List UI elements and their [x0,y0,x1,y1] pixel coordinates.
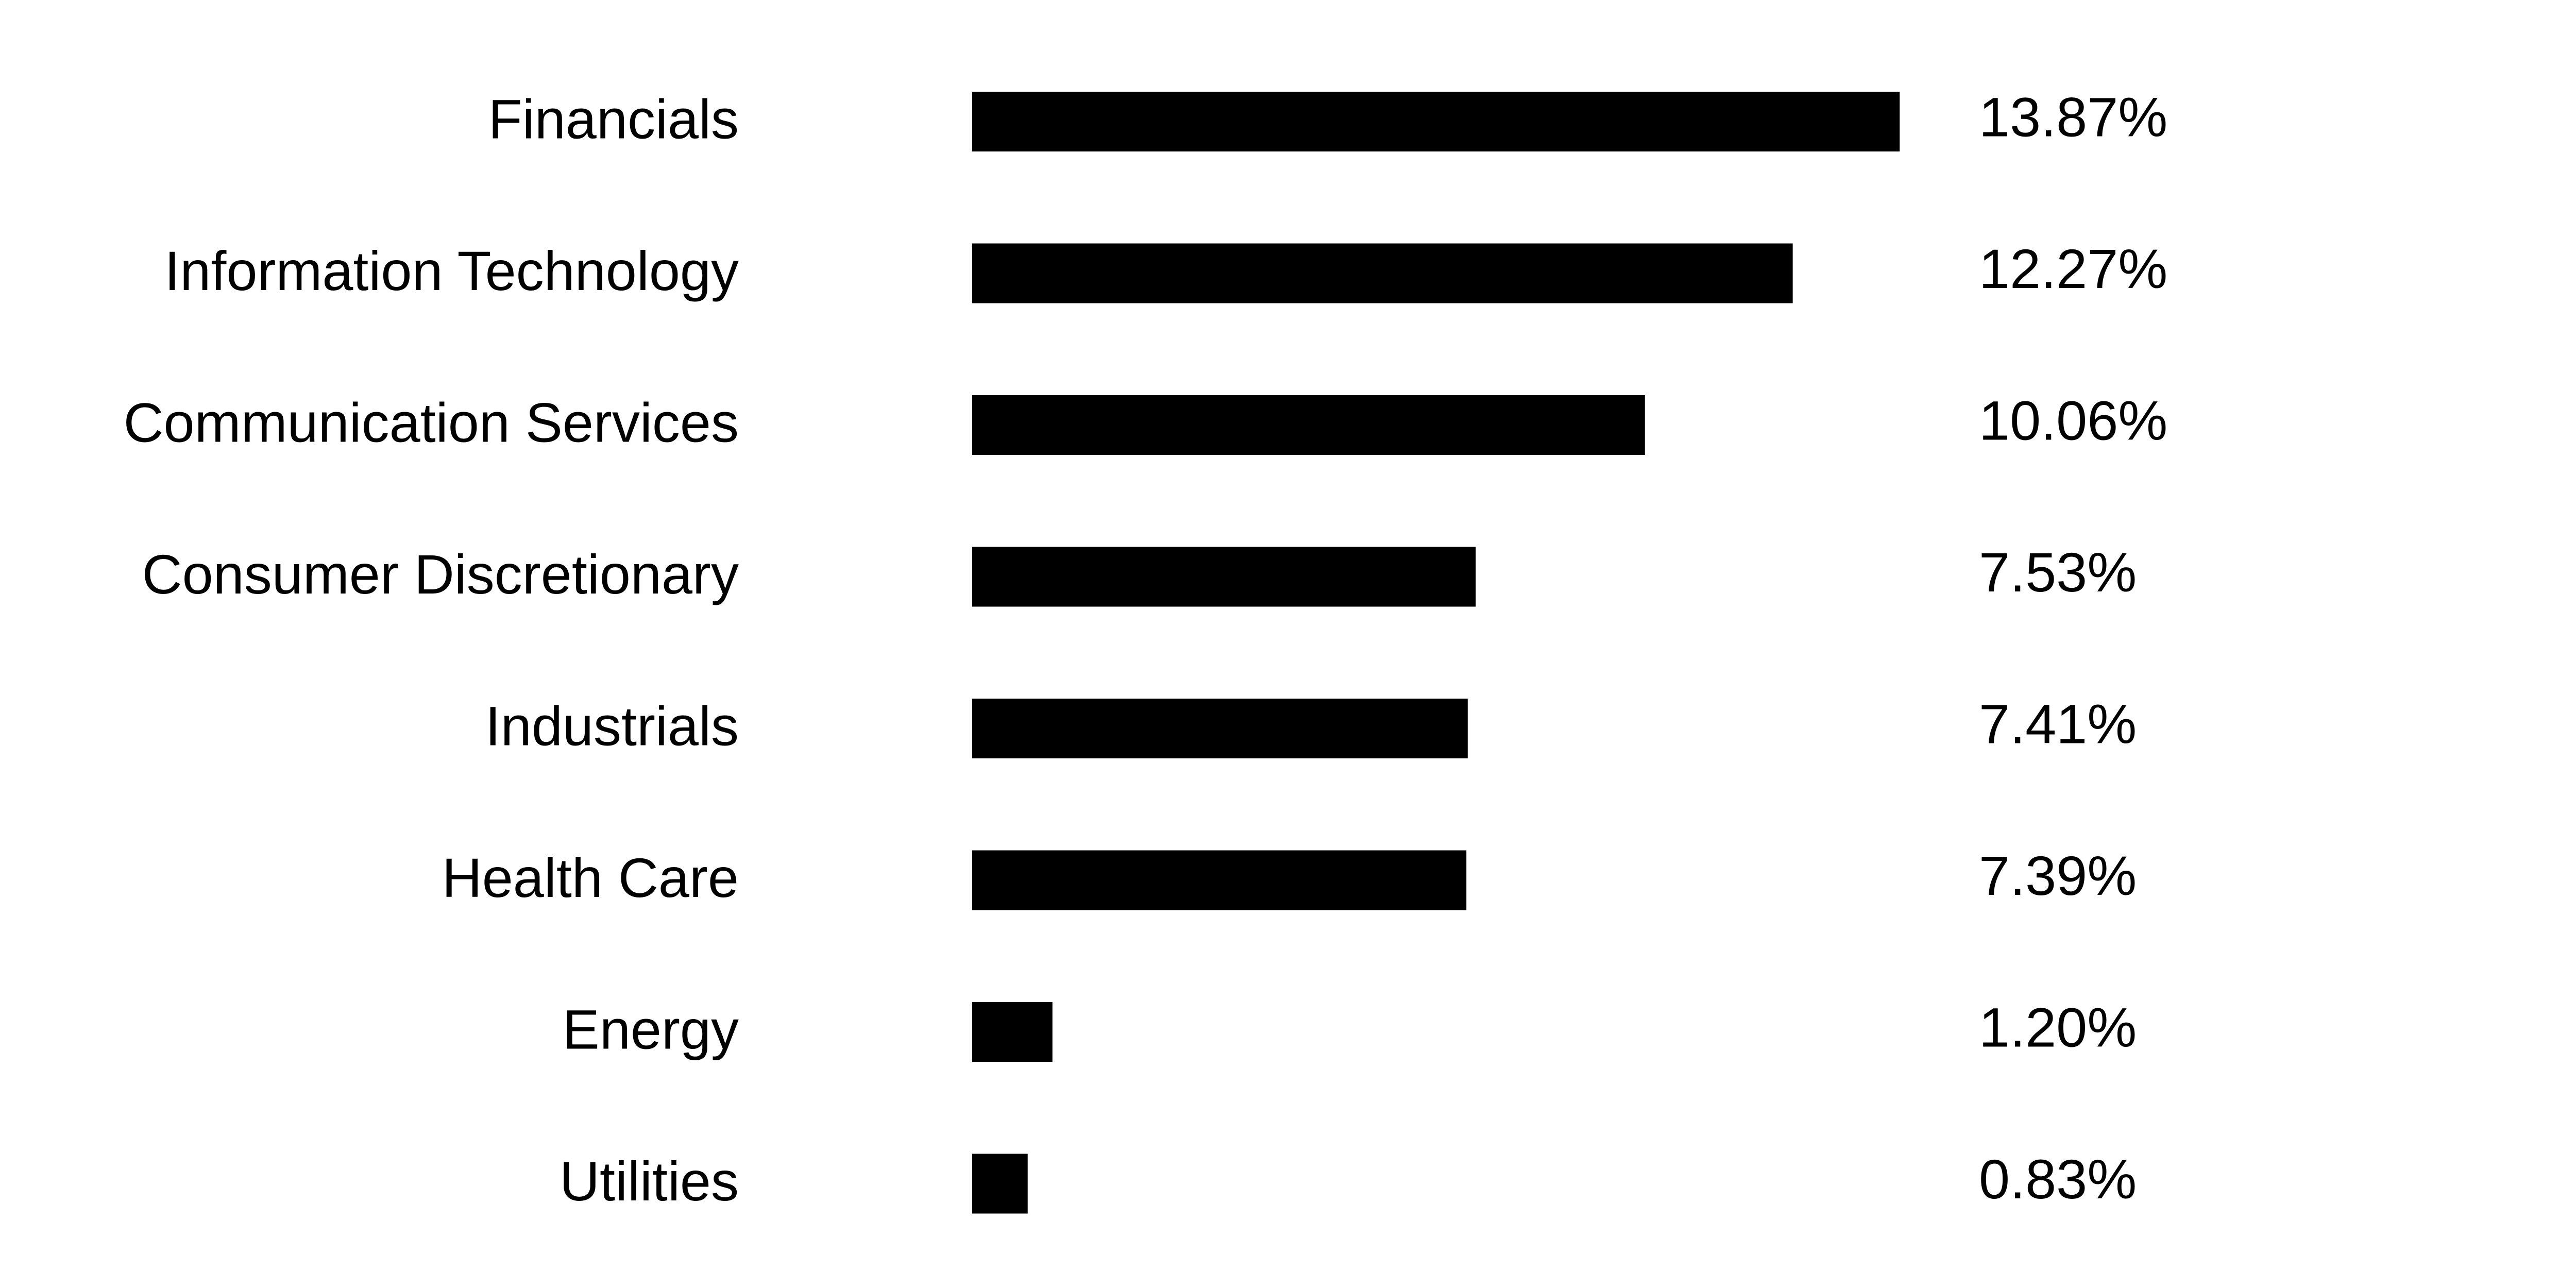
bar [972,1154,1028,1214]
bar [972,850,1467,910]
category-label: Consumer Discretionary [142,543,739,605]
category-label: Information Technology [164,240,739,302]
category-label: Financials [488,88,739,150]
bar [972,1002,1053,1062]
bar [972,395,1645,455]
value-label: 12.27% [1979,238,2167,300]
value-label: 13.87% [1979,86,2167,148]
category-label: Communication Services [124,392,739,454]
value-label: 7.53% [1979,541,2137,603]
bar [972,699,1468,758]
bar [972,92,1900,151]
bar [972,547,1476,607]
value-label: 0.83% [1979,1148,2137,1210]
bar [972,243,1793,303]
category-label: Industrials [485,695,739,757]
value-label: 7.39% [1979,844,2137,907]
value-label: 10.06% [1979,389,2167,452]
category-label: Energy [563,998,739,1061]
category-label: Health Care [442,846,739,909]
category-label: Utilities [560,1150,739,1212]
value-label: 7.41% [1979,693,2137,755]
value-label: 1.20% [1979,996,2137,1059]
